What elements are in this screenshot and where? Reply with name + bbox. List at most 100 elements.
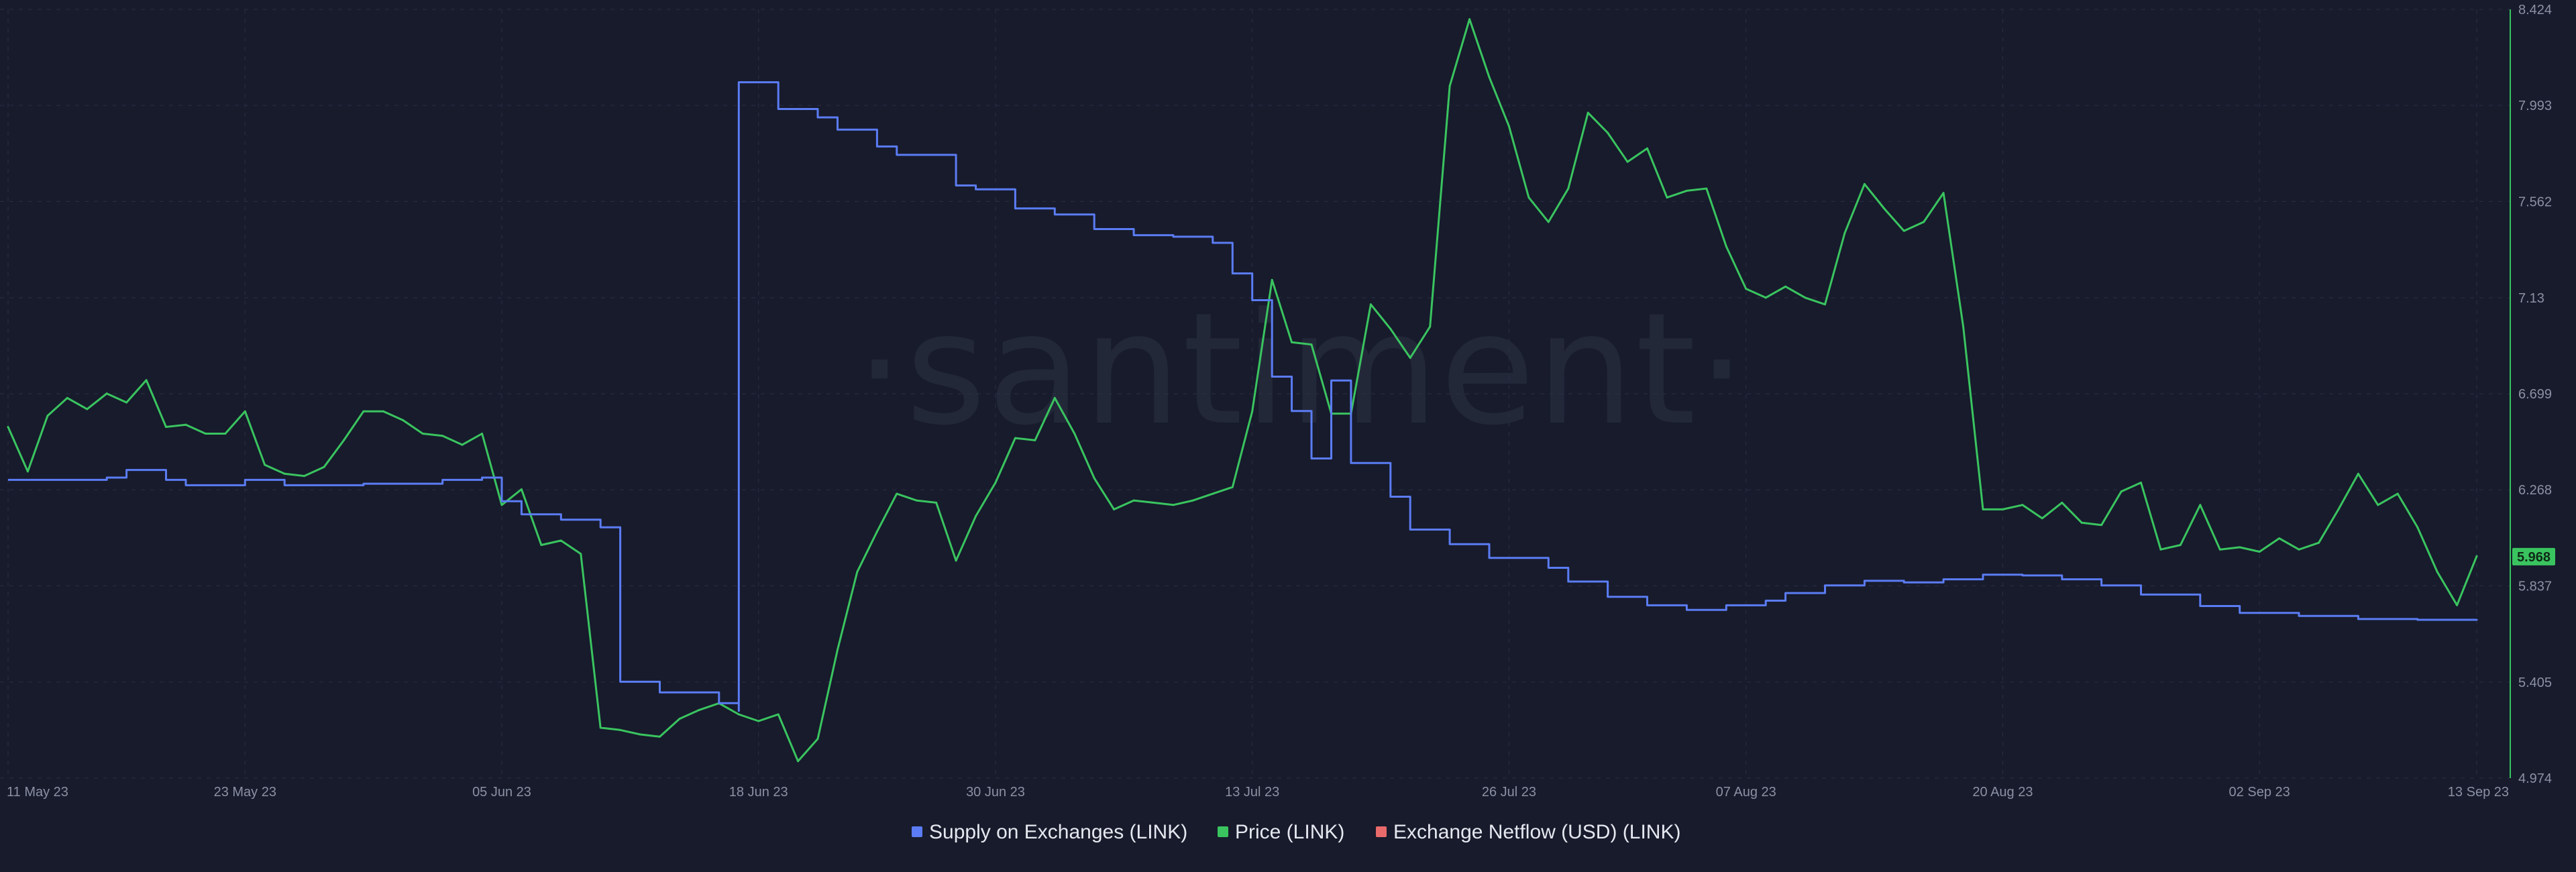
price-point [2179,544,2182,547]
price-point [1705,187,1708,190]
x-tick-label: 05 Jun 23 [472,785,531,800]
price-point [303,475,306,478]
price-point [1962,325,1965,328]
price-point [1626,160,1629,163]
price-point [639,733,641,736]
price-point [1923,221,1925,223]
x-tick-label: 07 Aug 23 [1716,785,1776,800]
price-point [935,501,938,504]
price-point [2436,570,2438,573]
price-point [875,531,878,533]
price-point [1271,278,1273,281]
price-point [1212,492,1214,495]
price-point [86,408,89,411]
y-tick-label: 6.268 [2518,483,2552,498]
price-point [2416,526,2419,529]
price-point [2396,492,2399,495]
supply-series-line[interactable] [8,81,2478,712]
y-tick-label: 5.837 [2518,579,2552,594]
legend-label: Exchange Netflow (USD) (LINK) [1393,821,1680,843]
price-point [1784,285,1787,288]
price-point [105,392,108,395]
price-point [264,464,266,466]
legend-item[interactable]: Exchange Netflow (USD) (LINK) [1376,821,1680,843]
price-point [1764,296,1767,299]
axes: 8.424 7.993 7.562 7.13 6.699 6.268 5.837 5.405 4… [7,3,2555,800]
price-point [1685,189,1688,192]
price-series-line[interactable] [7,18,2478,763]
price-point [1607,131,1609,134]
price-point [994,482,997,484]
x-tick-label: 11 May 23 [7,785,68,800]
price-point [1843,232,1846,235]
price-point [2475,555,2478,557]
price-point [1389,327,1392,330]
price-point [1942,192,1945,195]
legend-item[interactable]: Price (LINK) [1218,821,1344,843]
price-point [145,379,148,382]
price-point [757,720,760,722]
price-point [580,553,582,555]
current-price-badge [2512,547,2555,565]
price-point [1902,229,1905,232]
price-point [1113,508,1116,510]
price-point [1804,296,1807,299]
price-point [362,410,365,413]
price-point [1725,245,1727,248]
price-point [955,559,957,562]
legend[interactable]: Supply on Exchanges (LINK) Price (LINK) Ex… [912,821,1680,843]
y-tick-label: 6.699 [2518,387,2552,402]
price-point [1251,410,1254,413]
price-point [1369,303,1372,306]
price-point [1982,508,1984,510]
price-point [2061,501,2063,504]
price-point [1587,111,1589,114]
price-point [2021,504,2024,506]
price-point [836,649,839,651]
price-point [2001,508,2004,510]
y-tick-label: 4.974 [2518,771,2552,786]
price-point [1073,432,1076,435]
price-point [2377,504,2379,506]
x-tick-label: 13 Sep 23 [2448,785,2509,800]
price-point [1646,147,1649,150]
price-point [224,432,227,435]
price-point [2337,508,2340,510]
legend-item[interactable]: Supply on Exchanges (LINK) [912,821,1187,843]
price-point [2080,521,2083,524]
price-point [2100,524,2103,527]
price-point [2041,517,2043,520]
price-point [441,435,444,437]
grid [0,9,2510,779]
price-point [461,443,464,446]
price-point [559,539,562,542]
price-point [184,423,187,426]
price-point [540,544,543,547]
price-point [500,504,503,506]
price-point [382,410,384,413]
price-point [1527,196,1530,199]
price-point [1152,501,1155,504]
price-point [1666,196,1668,199]
y-tick-label: 8.424 [2518,3,2552,17]
price-point [1172,504,1175,506]
legend-label: Supply on Exchanges (LINK) [929,821,1187,843]
price-point [698,708,700,711]
legend-label: Price (LINK) [1235,821,1344,843]
price-point [1863,182,1866,185]
price-point [1567,187,1570,190]
price-point [737,713,740,716]
x-tick-label: 30 Jun 23 [966,785,1025,800]
price-point [1093,477,1095,480]
y-tick-label: 7.13 [2518,291,2544,306]
price-point [1468,18,1471,21]
price-point [323,466,325,468]
price-point [1191,499,1194,502]
x-tick-label: 23 May 23 [214,785,276,800]
price-point [342,439,345,441]
price-point [1823,303,1826,306]
price-point [1745,288,1748,290]
price-point [856,570,859,573]
